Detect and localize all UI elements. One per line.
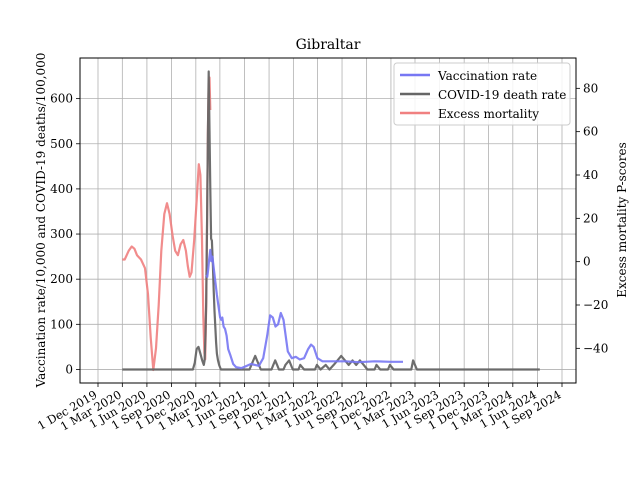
y-left-tick-label: 100	[50, 317, 73, 331]
y-right-tick-label: −20	[583, 298, 608, 312]
y-left-tick-label: 200	[50, 272, 73, 286]
y-left-tick-label: 0	[65, 362, 73, 376]
plot-frame	[79, 57, 577, 384]
y-left-tick-label: 600	[50, 92, 73, 106]
y-right-tick-label: 20	[583, 211, 598, 225]
y-axis-left-label: Vaccination rate/10,000 and COVID-19 dea…	[34, 53, 48, 389]
legend-label-excess-mortality: Excess mortality	[438, 107, 539, 121]
y-right-tick-label: 0	[583, 255, 591, 269]
series-group	[122, 70, 540, 372]
chart-title: Gibraltar	[296, 37, 361, 53]
y-right-tick-label: 60	[583, 125, 598, 139]
legend-label-vaccination: Vaccination rate	[437, 69, 537, 83]
y-left-tick-label: 500	[50, 137, 73, 151]
y-axis-right: −40 −20 0 20 40 60 80	[576, 81, 608, 355]
legend-label-covid-deaths: COVID-19 death rate	[438, 88, 566, 102]
y-axis-left: 0 100 200 300 400 500 600	[50, 92, 80, 376]
grid	[80, 58, 576, 383]
vaccination-rate-line	[205, 248, 403, 370]
y-axis-right-label: Excess mortality P-scores	[615, 142, 629, 297]
legend: Vaccination rate COVID-19 death rate Exc…	[393, 62, 571, 126]
y-right-tick-label: 80	[583, 81, 598, 95]
legend-frame	[393, 62, 571, 126]
y-left-tick-label: 300	[50, 227, 73, 241]
y-right-tick-label: −40	[583, 341, 608, 355]
y-left-tick-label: 400	[50, 182, 73, 196]
y-right-tick-label: 40	[583, 168, 598, 182]
